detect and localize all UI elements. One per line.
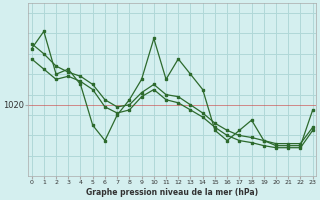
X-axis label: Graphe pression niveau de la mer (hPa): Graphe pression niveau de la mer (hPa) — [86, 188, 258, 197]
